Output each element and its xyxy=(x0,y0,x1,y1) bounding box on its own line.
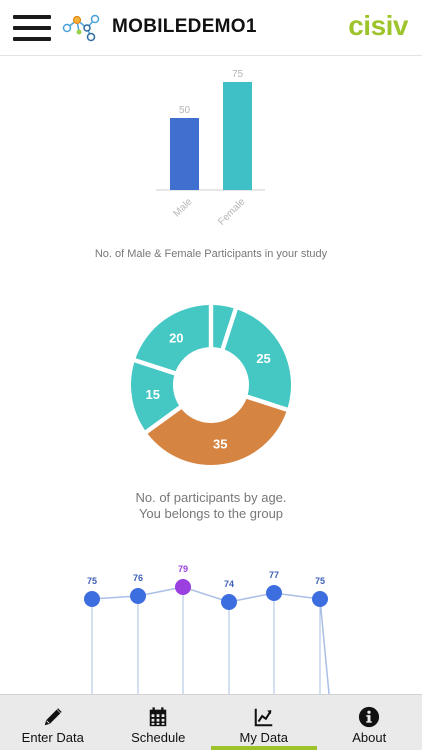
tab-about[interactable]: About xyxy=(317,695,422,750)
line-chart-point xyxy=(266,585,282,601)
tab-schedule-label: Schedule xyxy=(131,730,186,745)
trend-line-chart: 75 76 79 74 77 75 xyxy=(84,564,330,694)
bar-value-label: 50 xyxy=(179,105,191,116)
info-icon xyxy=(359,706,380,728)
donut-slice-label: 20 xyxy=(169,330,183,345)
bar-chart-caption: No. of Male & Female Participants in you… xyxy=(94,248,328,260)
donut-slice-label: 35 xyxy=(213,436,227,451)
line-chart-point xyxy=(84,591,100,607)
tab-enter-data[interactable]: Enter Data xyxy=(0,695,106,750)
line-chart-point xyxy=(221,594,237,610)
bottom-tab-bar: Enter Data Schedule My Data xyxy=(0,694,422,750)
tab-my-data-label: My Data xyxy=(239,730,288,745)
bar-category-label: Male xyxy=(172,196,195,219)
line-chart-series xyxy=(91,586,321,603)
donut-chart-caption: No. of participants by age. You belongs … xyxy=(0,490,422,522)
donut-slice-label: 25 xyxy=(256,351,270,366)
line-chart-value-label: 77 xyxy=(269,570,279,580)
app-title: MOBILEDEMO1 xyxy=(112,16,257,37)
donut-slice-label: 15 xyxy=(145,387,159,402)
active-tab-indicator xyxy=(211,746,317,750)
gender-bar-chart: 50 Male 75 Female xyxy=(156,69,265,228)
network-logo-icon xyxy=(62,14,100,42)
menu-icon[interactable] xyxy=(13,14,51,42)
donut-slice xyxy=(130,362,180,431)
tab-about-label: About xyxy=(352,730,387,745)
age-donut-chart: 25 35 15 20 xyxy=(130,305,291,465)
tab-my-data[interactable]: My Data xyxy=(211,695,317,750)
donut-slice xyxy=(224,309,291,408)
donut-caption-line1: No. of participants by age. xyxy=(135,490,287,505)
line-chart-value-label: 75 xyxy=(87,576,97,586)
line-chart-point xyxy=(312,591,328,607)
app-header: MOBILEDEMO1 cisiv xyxy=(0,0,422,56)
line-chart-value-label: 75 xyxy=(315,576,325,586)
pencil-icon xyxy=(44,708,62,726)
bar-female xyxy=(223,82,252,190)
line-chart-value-label: 79 xyxy=(178,564,188,574)
calendar-icon xyxy=(150,707,167,727)
donut-slice xyxy=(213,305,234,349)
line-chart-point xyxy=(130,588,146,604)
donut-caption-line2: You belongs to the group xyxy=(138,506,284,521)
donut-slice xyxy=(135,305,209,372)
charts-scroll-area[interactable]: 50 Male 75 Female No. of Male & Female Part… xyxy=(0,56,422,694)
line-chart-tail xyxy=(319,598,330,694)
tab-schedule[interactable]: Schedule xyxy=(106,695,212,750)
bar-male xyxy=(170,118,199,190)
tab-enter-data-label: Enter Data xyxy=(21,730,84,745)
line-chart-value-label: 76 xyxy=(133,573,143,583)
line-chart-value-label: 74 xyxy=(224,579,234,589)
brand-logo: cisiv xyxy=(348,10,408,41)
bar-value-label: 75 xyxy=(232,69,244,80)
line-chart-icon xyxy=(254,708,272,727)
line-chart-point xyxy=(175,579,191,595)
bar-category-label: Female xyxy=(216,196,248,228)
donut-slice xyxy=(147,398,287,465)
